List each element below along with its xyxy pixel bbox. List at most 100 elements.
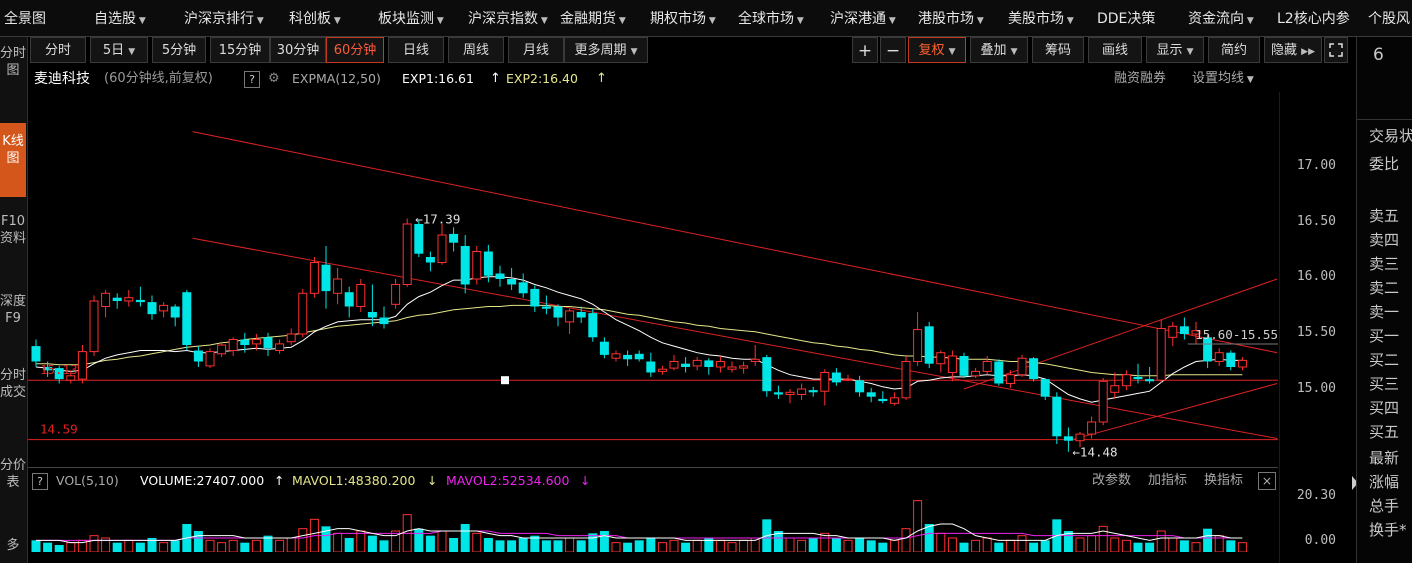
candle-body-up[interactable] (472, 251, 482, 280)
volume-bar-up[interactable] (611, 542, 621, 552)
volume-bar-down[interactable] (959, 542, 969, 552)
nav-item-7[interactable]: 期权市场 ▼ (650, 0, 716, 36)
nav-item-8[interactable]: 全球市场 ▼ (738, 0, 804, 36)
candle-body-down[interactable] (449, 233, 459, 243)
ma-setting-link[interactable]: 设置均线 ▼ (1192, 67, 1254, 92)
volume-bar-down[interactable] (240, 542, 250, 552)
volume-bar-down[interactable] (147, 538, 157, 552)
volume-bar-up[interactable] (785, 537, 795, 552)
volume-bar-down[interactable] (831, 538, 841, 552)
candle-body-up[interactable] (1075, 433, 1085, 442)
candle-body-down[interactable] (994, 361, 1004, 384)
volume-bar-up[interactable] (333, 532, 343, 552)
candle-body-down[interactable] (599, 341, 609, 355)
line-handle[interactable] (501, 376, 509, 385)
switch-indicator-link[interactable]: 换指标 (1204, 473, 1244, 488)
nav-item-6[interactable]: 金融期货 ▼ (560, 0, 626, 36)
volume-bar-up[interactable] (89, 535, 99, 552)
candle-body-up[interactable] (286, 333, 296, 343)
sidebar-tab-timeshare[interactable]: 分时图 (0, 46, 27, 78)
vol-help-icon[interactable]: ? (32, 473, 48, 490)
candle-body-down[interactable] (866, 392, 876, 397)
candle-body-up[interactable] (333, 278, 343, 294)
volume-bar-up[interactable] (1087, 535, 1097, 552)
nav-item-9[interactable]: 沪深港通 ▼ (830, 0, 896, 36)
candle-body-down[interactable] (576, 312, 586, 318)
volume-bar-down[interactable] (634, 540, 644, 552)
candle-body-down[interactable] (425, 257, 435, 263)
volume-bar-up[interactable] (971, 539, 981, 552)
zoom-out-button[interactable]: − (880, 37, 906, 63)
candle-body-down[interactable] (1029, 358, 1039, 380)
candle-body-up[interactable] (843, 378, 853, 381)
nav-item-5[interactable]: 沪深京指数 ▼ (468, 0, 548, 36)
volume-bar-up[interactable] (472, 532, 482, 552)
candle-body-up[interactable] (1087, 421, 1097, 435)
candle-body-down[interactable] (855, 380, 865, 393)
candle-body-up[interactable] (657, 368, 667, 372)
nav-item-11[interactable]: 美股市场 ▼ (1008, 0, 1074, 36)
volume-bar-up[interactable] (391, 530, 401, 552)
candle-body-down[interactable] (263, 337, 273, 349)
candle-body-down[interactable] (1052, 396, 1062, 437)
candle-body-up[interactable] (437, 234, 447, 263)
candle-body-down[interactable] (31, 346, 41, 362)
volume-bar-down[interactable] (541, 540, 551, 552)
candle-body-down[interactable] (646, 361, 656, 373)
volume-bar-down[interactable] (321, 526, 331, 552)
fq-button[interactable]: 复权 ▼ (908, 37, 966, 63)
candle-body-up[interactable] (66, 375, 76, 381)
overlay-button[interactable]: 叠加 ▼ (970, 37, 1028, 63)
volume-bar-down[interactable] (507, 540, 517, 552)
candle-body-down[interactable] (379, 317, 389, 325)
sidebar-tab-kline[interactable]: K线图 (0, 123, 26, 197)
volume-bar-down[interactable] (530, 535, 540, 552)
candle-body-up[interactable] (785, 391, 795, 395)
candle-body-up[interactable] (820, 372, 830, 392)
volume-bar-up[interactable] (727, 542, 737, 552)
chips-button[interactable]: 筹码 (1032, 37, 1084, 63)
volume-bar-up[interactable] (437, 530, 447, 552)
candle-body-up[interactable] (669, 361, 679, 369)
volume-bar-down[interactable] (1029, 542, 1039, 552)
candle-body-down[interactable] (1040, 379, 1050, 397)
trend-line[interactable] (192, 237, 1278, 439)
candle-body-up[interactable] (901, 361, 911, 399)
candle-body-down[interactable] (1179, 326, 1189, 334)
settings-gear-icon[interactable]: ⚙ (268, 71, 280, 86)
candle-body-down[interactable] (1226, 352, 1236, 367)
period-5day-button[interactable]: 5日 ▼ (90, 37, 148, 63)
volume-bar-up[interactable] (739, 539, 749, 552)
volume-bar-down[interactable] (808, 538, 818, 552)
candle-body-down[interactable] (959, 356, 969, 376)
candle-body-up[interactable] (739, 365, 749, 369)
volume-bar-down[interactable] (31, 540, 41, 552)
period-daily-button[interactable]: 日线 (388, 37, 444, 63)
candle-body-down[interactable] (112, 297, 122, 301)
volume-bar-up[interactable] (275, 539, 285, 552)
sidebar-tab-tick-trades[interactable]: 分时成交 (0, 368, 27, 400)
candle-body-up[interactable] (402, 223, 412, 285)
candle-body-down[interactable] (1145, 379, 1155, 382)
volume-bar-up[interactable] (228, 539, 238, 552)
volume-chart[interactable] (28, 492, 1278, 552)
close-icon[interactable]: × (1258, 472, 1276, 490)
candle-body-down[interactable] (483, 251, 493, 276)
volume-bar-up[interactable] (843, 539, 853, 552)
candle-body-down[interactable] (831, 372, 841, 383)
candle-body-up[interactable] (982, 361, 992, 372)
period-more-button[interactable]: 更多周期 ▼ (564, 37, 648, 63)
volume-bar-down[interactable] (43, 542, 53, 552)
volume-bar-up[interactable] (159, 542, 169, 552)
volume-bar-down[interactable] (379, 540, 389, 552)
sidebar-tab-price-table[interactable]: 分价表 (0, 458, 27, 490)
candle-body-up[interactable] (1214, 352, 1224, 363)
candle-body-down[interactable] (1203, 337, 1213, 362)
candle-body-down[interactable] (762, 357, 772, 392)
candle-body-down[interactable] (193, 350, 203, 362)
volume-bar-down[interactable] (866, 540, 876, 552)
display-button[interactable]: 显示 ▼ (1146, 37, 1204, 63)
candle-body-up[interactable] (77, 351, 87, 380)
volume-bar-down[interactable] (1133, 542, 1143, 552)
volume-bar-down[interactable] (495, 540, 505, 552)
